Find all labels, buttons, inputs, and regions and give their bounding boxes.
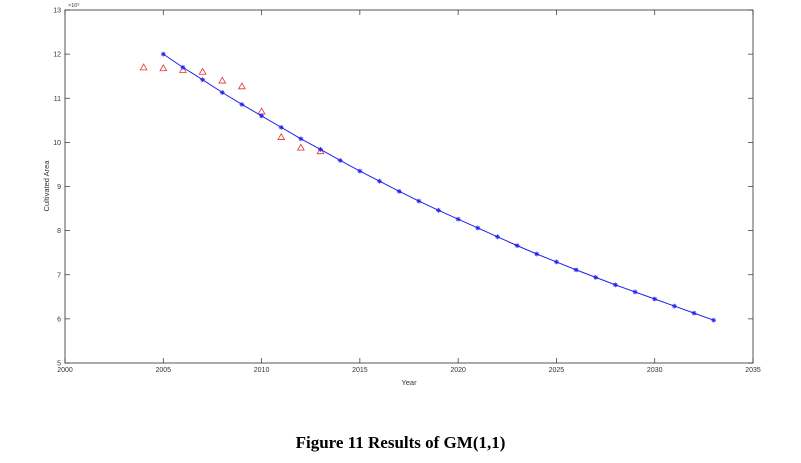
- y-tick-label: 11: [54, 96, 61, 103]
- x-tick-label: 2020: [450, 367, 466, 374]
- data-point-asterisk: [455, 216, 461, 222]
- series-layer: [139, 51, 717, 323]
- x-tick-label: 2005: [155, 367, 171, 374]
- x-tick-label: 2025: [549, 367, 565, 374]
- y-tick-label: 7: [57, 272, 61, 279]
- y-tick-label: 6: [57, 316, 61, 323]
- data-point-asterisk: [711, 317, 717, 323]
- data-point-asterisk: [318, 147, 323, 152]
- data-point-asterisk: [298, 136, 304, 142]
- data-point-asterisk: [160, 51, 166, 57]
- data-point-triangle: [237, 82, 246, 90]
- data-point-asterisk: [436, 207, 441, 213]
- data-point-triangle: [218, 76, 227, 84]
- data-point-triangle: [178, 65, 187, 73]
- data-point-triangle: [139, 63, 148, 71]
- figure-caption: Figure 11 Results of GM(1,1): [295, 433, 506, 452]
- data-point-asterisk: [554, 259, 559, 265]
- data-point-asterisk: [573, 267, 579, 273]
- data-point-asterisk: [200, 77, 205, 83]
- data-point-triangle: [277, 132, 286, 140]
- y-tick-label: 9: [57, 184, 61, 191]
- axis-ticks: [64, 9, 754, 364]
- data-point-asterisk: [259, 113, 264, 119]
- data-point-asterisk: [632, 289, 638, 295]
- x-tick-label: 2015: [352, 367, 368, 374]
- y-axis-label: Cultivated Area: [42, 160, 51, 212]
- data-point-asterisk: [377, 178, 382, 184]
- data-point-asterisk: [337, 158, 343, 163]
- data-point-asterisk: [671, 303, 677, 309]
- data-point-asterisk: [278, 124, 284, 130]
- data-point-asterisk: [691, 310, 697, 316]
- y-exponent-label: ×10⁵: [68, 2, 80, 9]
- data-point-triangle: [198, 67, 207, 75]
- data-point-triangle: [296, 143, 305, 151]
- y-tick-label: 12: [53, 52, 61, 59]
- data-point-asterisk: [239, 102, 245, 107]
- data-point-asterisk: [396, 188, 402, 194]
- tick-labels: 2000 2005 2010 2015 2020 2025 2030 2035 5 6 7 8 9 10 1…: [53, 8, 761, 375]
- y-tick-label: 5: [57, 361, 61, 368]
- chart: 2000 2005 2010 2015 2020 2025 2030 2035 5 6 7 8 9 10 1…: [42, 2, 761, 387]
- data-point-asterisk: [613, 282, 618, 288]
- x-tick-label: 2000: [57, 367, 73, 374]
- x-tick-label: 2030: [647, 367, 663, 374]
- data-point-asterisk: [219, 90, 225, 95]
- x-axis-label: Year: [401, 378, 417, 387]
- x-tick-label: 2010: [254, 367, 270, 374]
- y-tick-label: 13: [53, 8, 61, 15]
- data-point-triangle: [159, 64, 168, 72]
- plot-area: [64, 9, 754, 364]
- data-point-asterisk: [652, 296, 658, 302]
- data-point-asterisk: [180, 64, 186, 70]
- data-point-asterisk: [593, 274, 599, 280]
- data-point-asterisk: [416, 198, 422, 204]
- data-point-asterisk: [534, 251, 540, 257]
- y-tick-label: 10: [53, 140, 61, 147]
- data-point-asterisk: [475, 225, 481, 231]
- data-point-asterisk: [495, 234, 500, 240]
- data-point-asterisk: [514, 243, 520, 249]
- x-tick-label: 2035: [745, 367, 761, 374]
- data-point-asterisk: [357, 168, 363, 174]
- y-tick-label: 8: [57, 228, 61, 235]
